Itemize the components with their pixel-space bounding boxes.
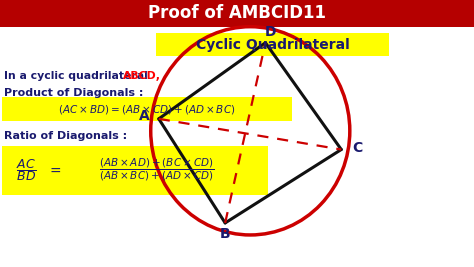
FancyBboxPatch shape — [156, 33, 389, 56]
Text: In a cyclic quadrilateral: In a cyclic quadrilateral — [4, 71, 151, 81]
Text: Cyclic Quadrilateral: Cyclic Quadrilateral — [196, 38, 349, 52]
Text: Ratio of Diagonals :: Ratio of Diagonals : — [4, 131, 127, 141]
Text: C: C — [353, 141, 363, 155]
Text: $(AC\times BD)=(AB\times CD)+(AD\times BC)$: $(AC\times BD)=(AB\times CD)+(AD\times B… — [58, 103, 236, 116]
Text: B: B — [220, 227, 230, 241]
Text: Product of Diagonals :: Product of Diagonals : — [4, 88, 143, 99]
Text: Proof of AMBCID11: Proof of AMBCID11 — [148, 4, 326, 22]
FancyBboxPatch shape — [2, 97, 292, 121]
FancyBboxPatch shape — [0, 0, 474, 27]
Text: $\dfrac{AC}{BD}$: $\dfrac{AC}{BD}$ — [16, 157, 36, 183]
Text: D: D — [264, 25, 276, 39]
Text: $\dfrac{(AB\times AD)+(BC\times CD)}{(AB\times BC)+(AD\times CD)}$: $\dfrac{(AB\times AD)+(BC\times CD)}{(AB… — [99, 157, 214, 183]
Text: A: A — [139, 109, 150, 123]
Text: $=$: $=$ — [47, 163, 62, 177]
Text: ABCD,: ABCD, — [123, 71, 161, 81]
FancyBboxPatch shape — [2, 146, 268, 195]
